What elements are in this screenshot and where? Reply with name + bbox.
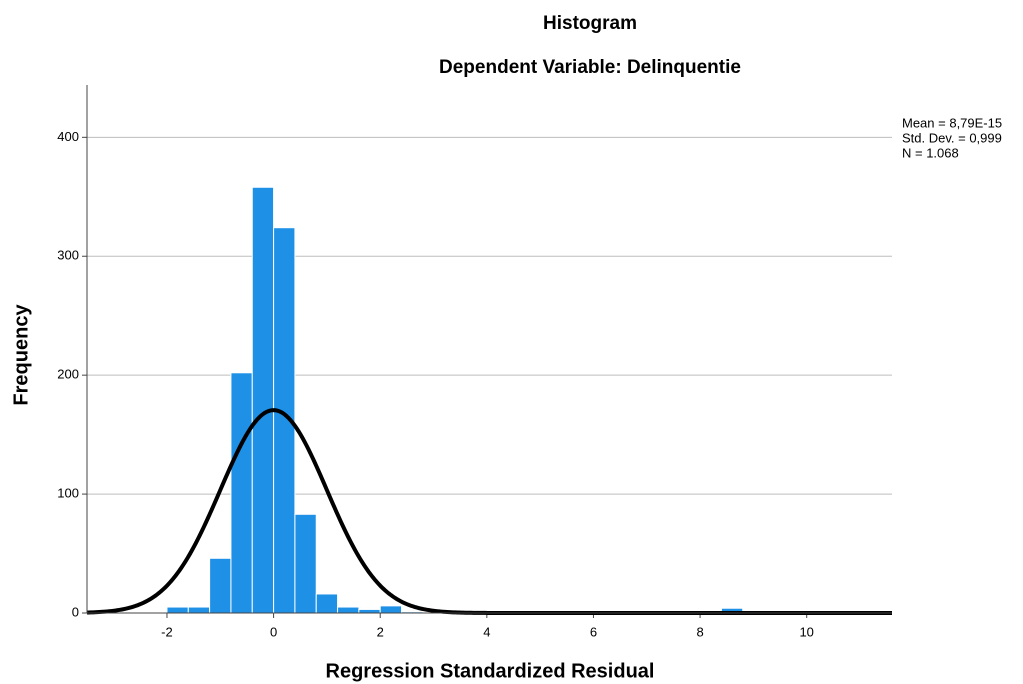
chart-subtitle: Dependent Variable: Delinquentie bbox=[439, 57, 741, 78]
x-tick-label: 4 bbox=[483, 624, 490, 639]
x-tick-label: 0 bbox=[270, 624, 277, 639]
bar bbox=[251, 186, 275, 614]
y-tick-label: 300 bbox=[57, 248, 79, 263]
y-tick-label: 200 bbox=[57, 367, 79, 382]
y-tick-label: 400 bbox=[57, 129, 79, 144]
y-tick-label: 0 bbox=[72, 604, 79, 619]
chart-title: Histogram bbox=[543, 13, 637, 34]
bar bbox=[209, 557, 232, 614]
stats-annotation: Std. Dev. = 0,999 bbox=[902, 130, 1002, 145]
normal-curve bbox=[86, 408, 892, 615]
x-tick-label: -2 bbox=[161, 624, 173, 639]
bar bbox=[358, 608, 381, 614]
bar bbox=[166, 606, 189, 614]
x-axis-label: Regression Standardized Residual bbox=[326, 660, 655, 682]
stats-annotation: Mean = 8,79E-15 bbox=[902, 115, 1002, 130]
bar bbox=[379, 605, 403, 614]
bar bbox=[315, 593, 339, 614]
bar bbox=[187, 606, 211, 614]
bar bbox=[294, 513, 317, 614]
bar bbox=[230, 372, 253, 614]
x-tick-label: 6 bbox=[590, 624, 597, 639]
x-tick-label: 2 bbox=[377, 624, 384, 639]
x-tick-label: 8 bbox=[696, 624, 703, 639]
y-tick-label: 100 bbox=[57, 486, 79, 501]
y-axis-label: Frequency bbox=[10, 304, 32, 406]
bar bbox=[337, 606, 360, 614]
x-tick-label: 10 bbox=[799, 624, 813, 639]
stats-annotation: N = 1.068 bbox=[902, 145, 959, 160]
